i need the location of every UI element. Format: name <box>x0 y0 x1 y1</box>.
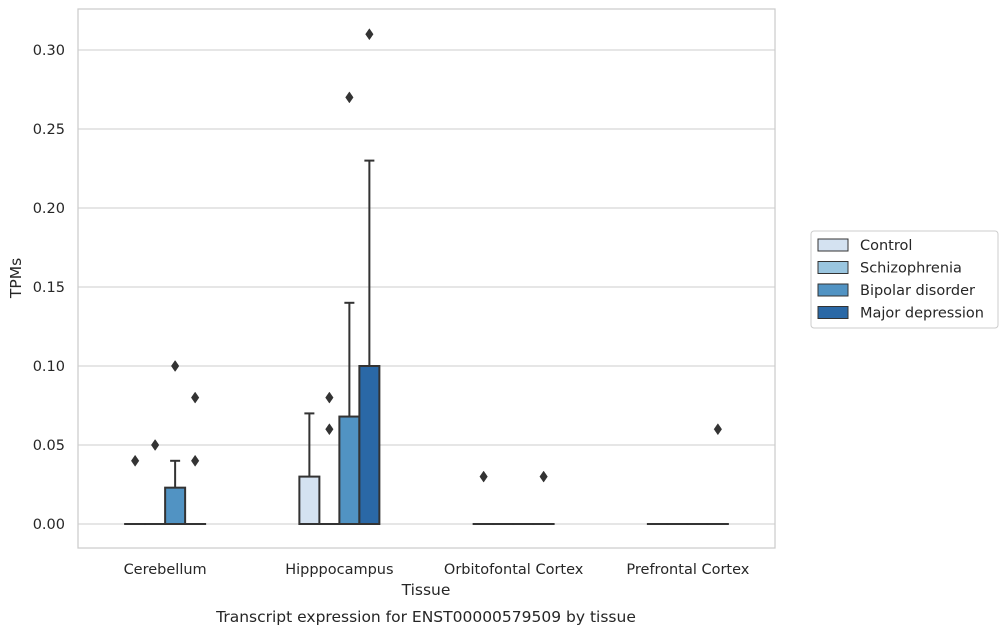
legend-swatch <box>817 306 849 319</box>
outlier-point <box>131 454 140 467</box>
legend-frame <box>810 230 999 329</box>
x-tick-label: Hipppocampus <box>285 562 393 578</box>
box-rect <box>358 365 381 525</box>
legend-entry-1: Schizophrenia <box>817 261 962 277</box>
box-1-3 <box>358 28 381 525</box>
y-tick-label: 0.25 <box>33 122 65 138</box>
legend-label: Major depression <box>860 306 984 322</box>
legend-entry-2: Bipolar disorder <box>817 283 975 299</box>
box-1-1 <box>318 391 341 526</box>
y-tick-labels: 0.00 0.05 0.10 0.15 0.20 0.25 0.30 <box>33 43 65 533</box>
legend-entry-0: Control <box>817 238 912 254</box>
box-1-2 <box>338 91 361 525</box>
x-axis-title: Tissue <box>401 581 451 599</box>
plot-frame <box>77 8 776 549</box>
y-axis-title: TPMs <box>7 258 25 299</box>
box-rect <box>164 486 187 526</box>
legend-swatch <box>817 261 849 274</box>
box-0-0 <box>124 454 147 526</box>
outlier-point <box>325 423 334 436</box>
box-0-3 <box>184 391 207 526</box>
box-0-1 <box>144 439 167 526</box>
outlier-point <box>191 454 200 467</box>
x-tick-label: Prefrontal Cortex <box>626 562 749 578</box>
legend-label: Control <box>860 238 912 254</box>
outlier-point <box>365 28 374 41</box>
x-tick-label: Orbitofontal Cortex <box>444 562 584 578</box>
legend: Control Schizophrenia Bipolar disorder Majo… <box>810 230 999 329</box>
y-tick-label: 0.15 <box>33 280 65 296</box>
legend-entry-3: Major depression <box>817 306 984 322</box>
x-tick-labels: Cerebellum Hipppocampus Orbitofontal Corte… <box>124 562 750 578</box>
box-0-2 <box>164 360 187 526</box>
outlier-point <box>479 470 488 483</box>
box-2-3 <box>532 470 555 526</box>
box-rect <box>298 475 321 526</box>
box-rect <box>338 415 361 525</box>
y-tick-label: 0.05 <box>33 438 65 454</box>
box-1-0 <box>298 412 321 526</box>
y-tick-label: 0.10 <box>33 359 65 375</box>
outlier-point <box>151 439 160 451</box>
legend-swatch <box>817 238 849 252</box>
outlier-point <box>325 391 334 404</box>
y-tick-label: 0.00 <box>33 517 65 533</box>
grid-lines <box>78 49 775 525</box>
box-layer <box>124 28 729 526</box>
outlier-point <box>191 391 200 404</box>
box-3-3 <box>706 423 729 526</box>
y-tick-label: 0.20 <box>33 201 65 217</box>
outlier-point <box>713 423 722 436</box>
outlier-point <box>539 470 548 483</box>
y-tick-label: 0.30 <box>33 43 65 59</box>
outlier-point <box>171 360 180 372</box>
legend-label: Schizophrenia <box>860 261 962 277</box>
outlier-point <box>345 91 354 104</box>
x-tick-label: Cerebellum <box>124 562 207 578</box>
legend-label: Bipolar disorder <box>860 283 975 299</box>
chart-title: Transcript expression for ENST0000057950… <box>215 608 636 626</box>
box-2-0 <box>472 470 495 526</box>
legend-swatch <box>817 283 849 297</box>
